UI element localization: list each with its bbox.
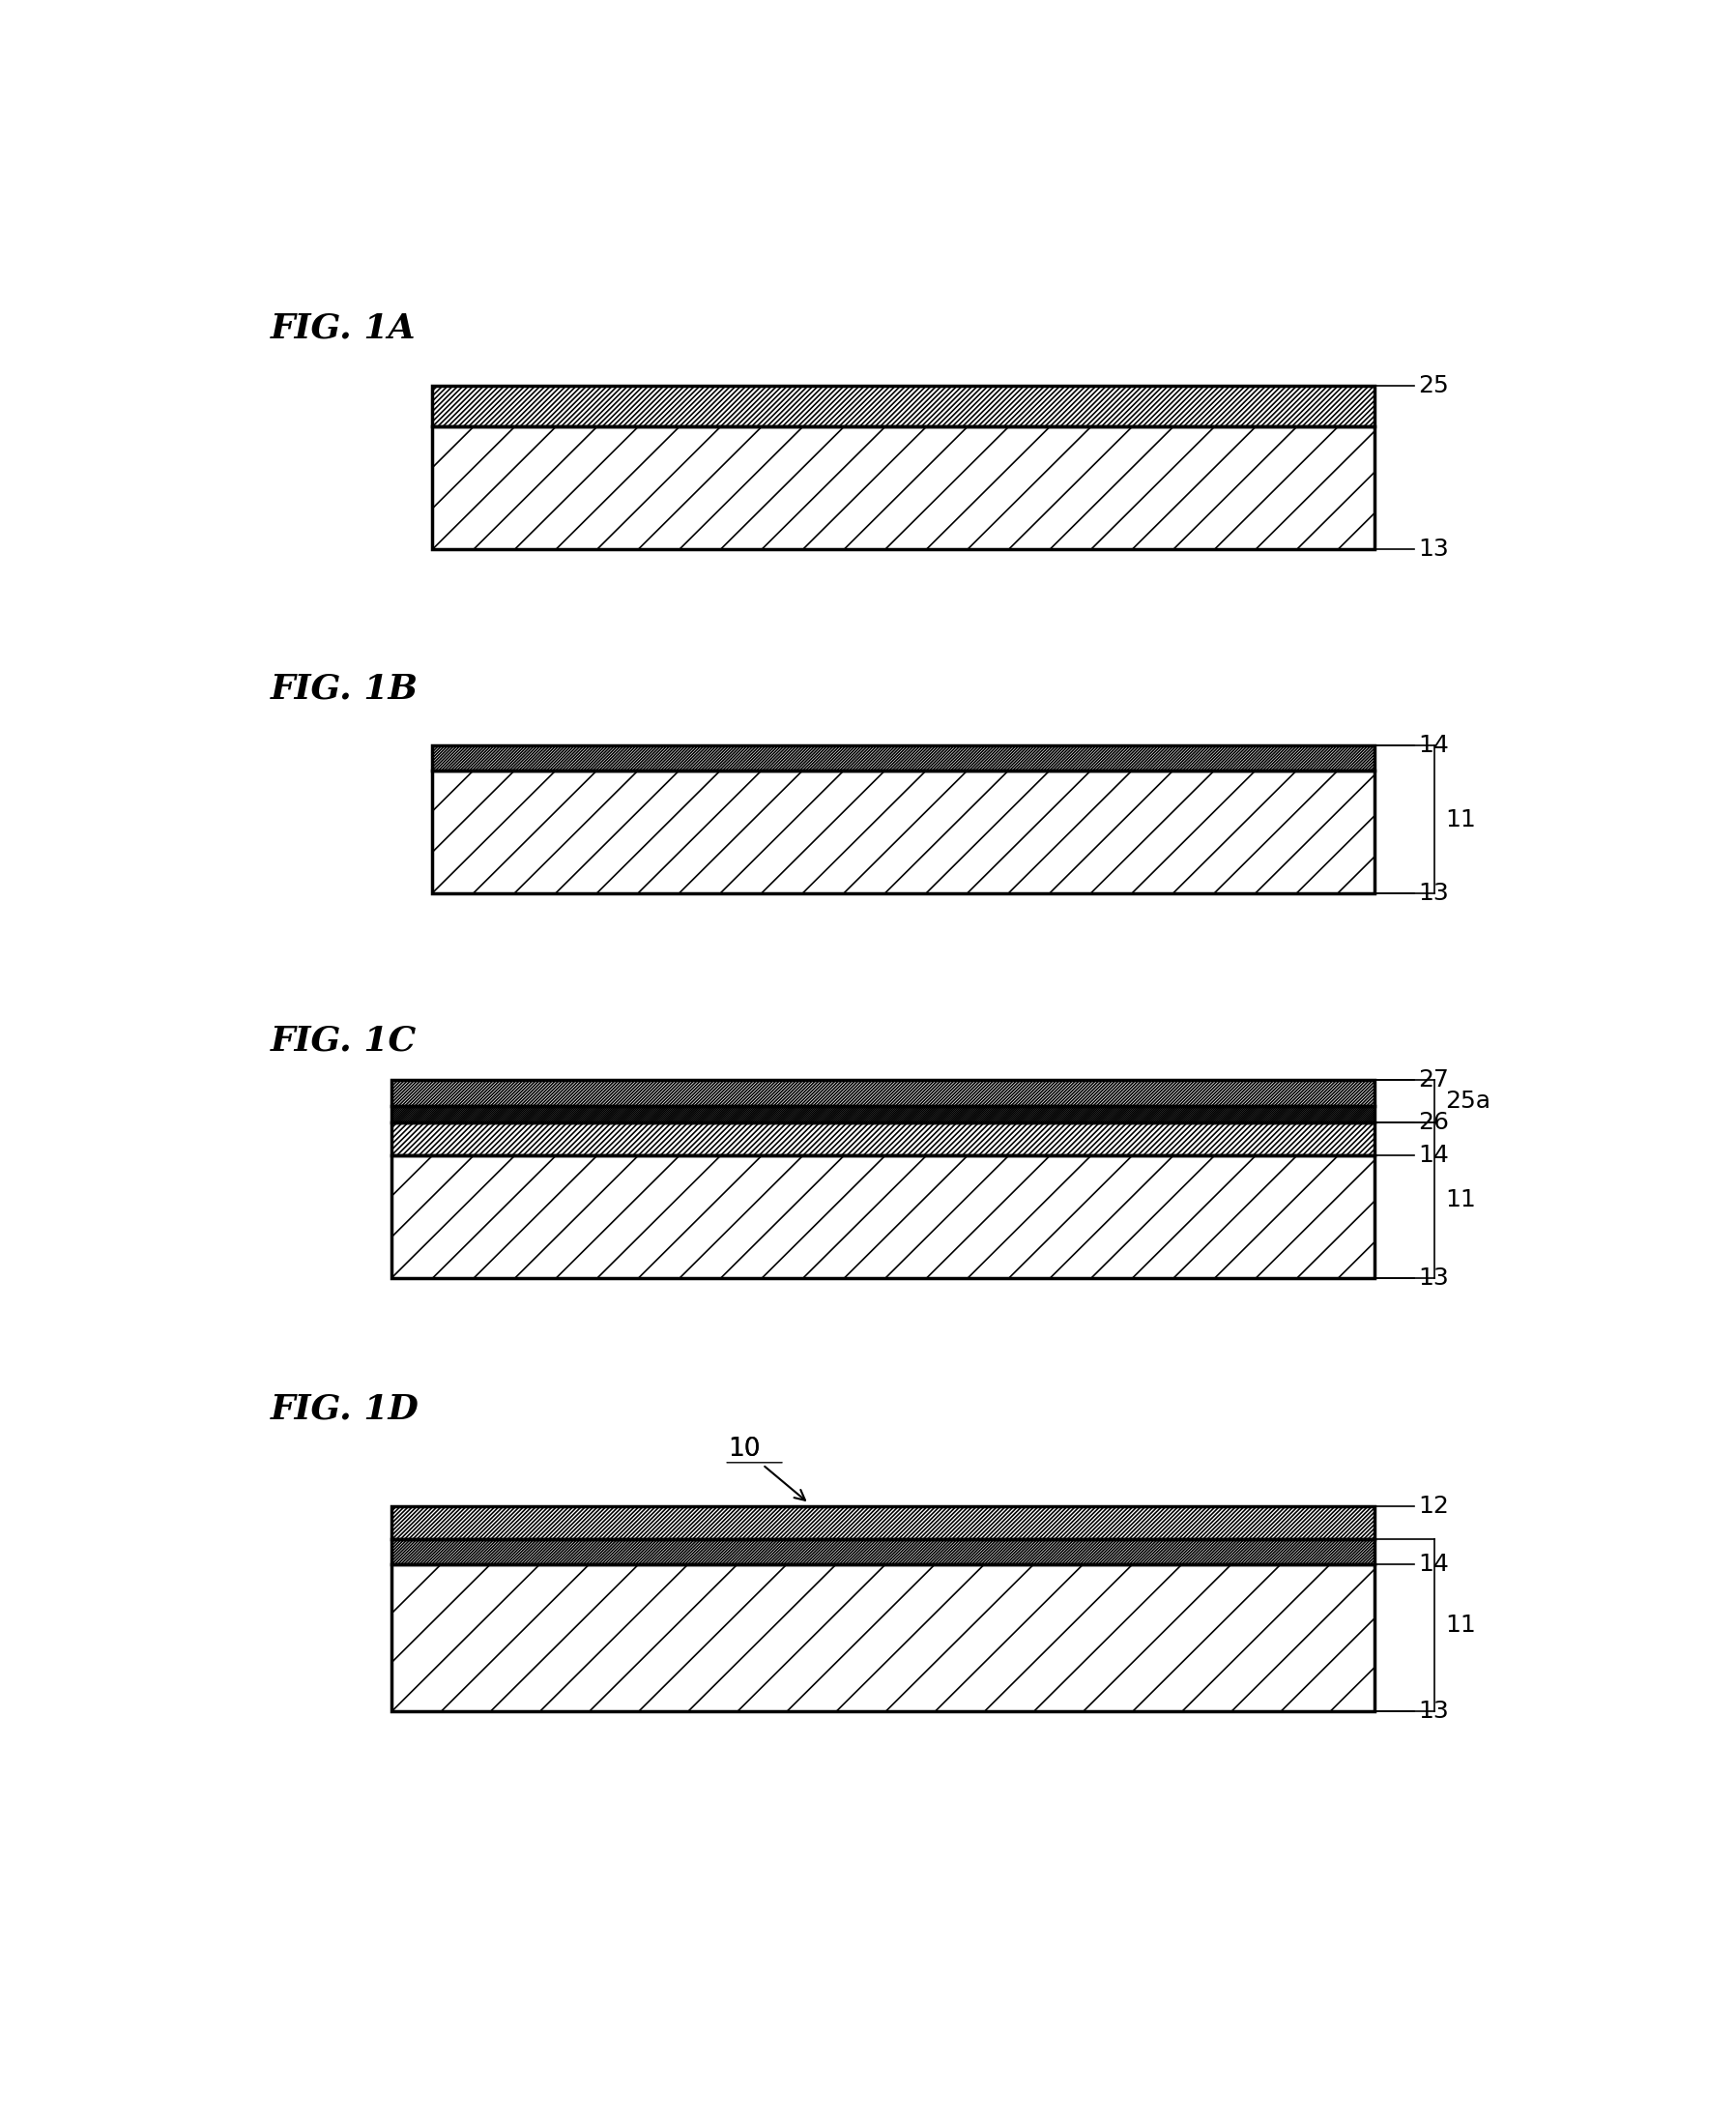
Text: 10: 10 (729, 1437, 806, 1500)
Text: 14: 14 (1418, 1553, 1450, 1575)
Text: 25: 25 (1418, 374, 1450, 397)
Text: 10: 10 (729, 1437, 760, 1462)
Text: 13: 13 (1418, 1266, 1450, 1290)
Text: 13: 13 (1418, 1700, 1450, 1723)
Text: FIG. 1A: FIG. 1A (271, 312, 417, 344)
Text: 14: 14 (1418, 1143, 1450, 1167)
Text: 12: 12 (1418, 1496, 1450, 1519)
Text: FIG. 1C: FIG. 1C (271, 1024, 417, 1056)
Text: 11: 11 (1446, 1188, 1476, 1211)
Text: 13: 13 (1418, 538, 1450, 561)
Text: FIG. 1B: FIG. 1B (271, 672, 418, 706)
Text: 27: 27 (1418, 1069, 1450, 1092)
Text: FIG. 1D: FIG. 1D (271, 1392, 420, 1426)
Text: 11: 11 (1446, 808, 1476, 831)
Text: 13: 13 (1418, 882, 1450, 905)
Text: 26: 26 (1418, 1111, 1450, 1135)
Text: 11: 11 (1446, 1613, 1476, 1636)
Text: 25a: 25a (1446, 1090, 1491, 1114)
Text: 14: 14 (1418, 735, 1450, 756)
